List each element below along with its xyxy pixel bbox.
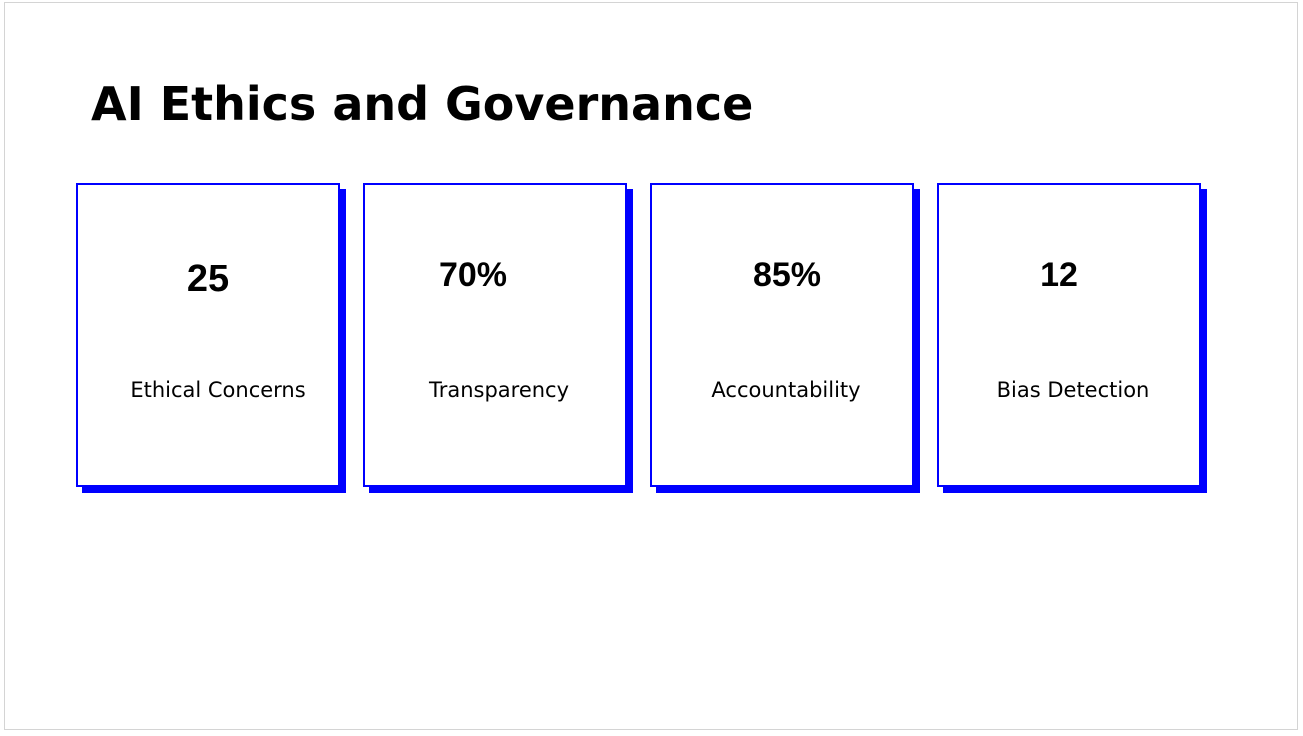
metric-label: Bias Detection: [996, 378, 1150, 402]
metric-value: 85%: [752, 256, 822, 294]
metric-card-transparency: 70% Transparency: [363, 183, 627, 487]
metric-label: Ethical Concerns: [130, 378, 306, 402]
slide: AI Ethics and Governance 25 Ethical Conc…: [4, 2, 1298, 730]
metric-label: Accountability: [711, 378, 861, 402]
metric-card-ethical-concerns: 25 Ethical Concerns: [76, 183, 340, 487]
metric-card-accountability: 85% Accountability: [650, 183, 914, 487]
metric-value: 25: [186, 258, 230, 300]
metric-label: Transparency: [428, 378, 570, 402]
metric-card-bias-detection: 12 Bias Detection: [937, 183, 1201, 487]
metric-value: 70%: [438, 256, 508, 294]
metric-value: 12: [1040, 256, 1078, 294]
slide-title: AI Ethics and Governance: [91, 77, 754, 131]
